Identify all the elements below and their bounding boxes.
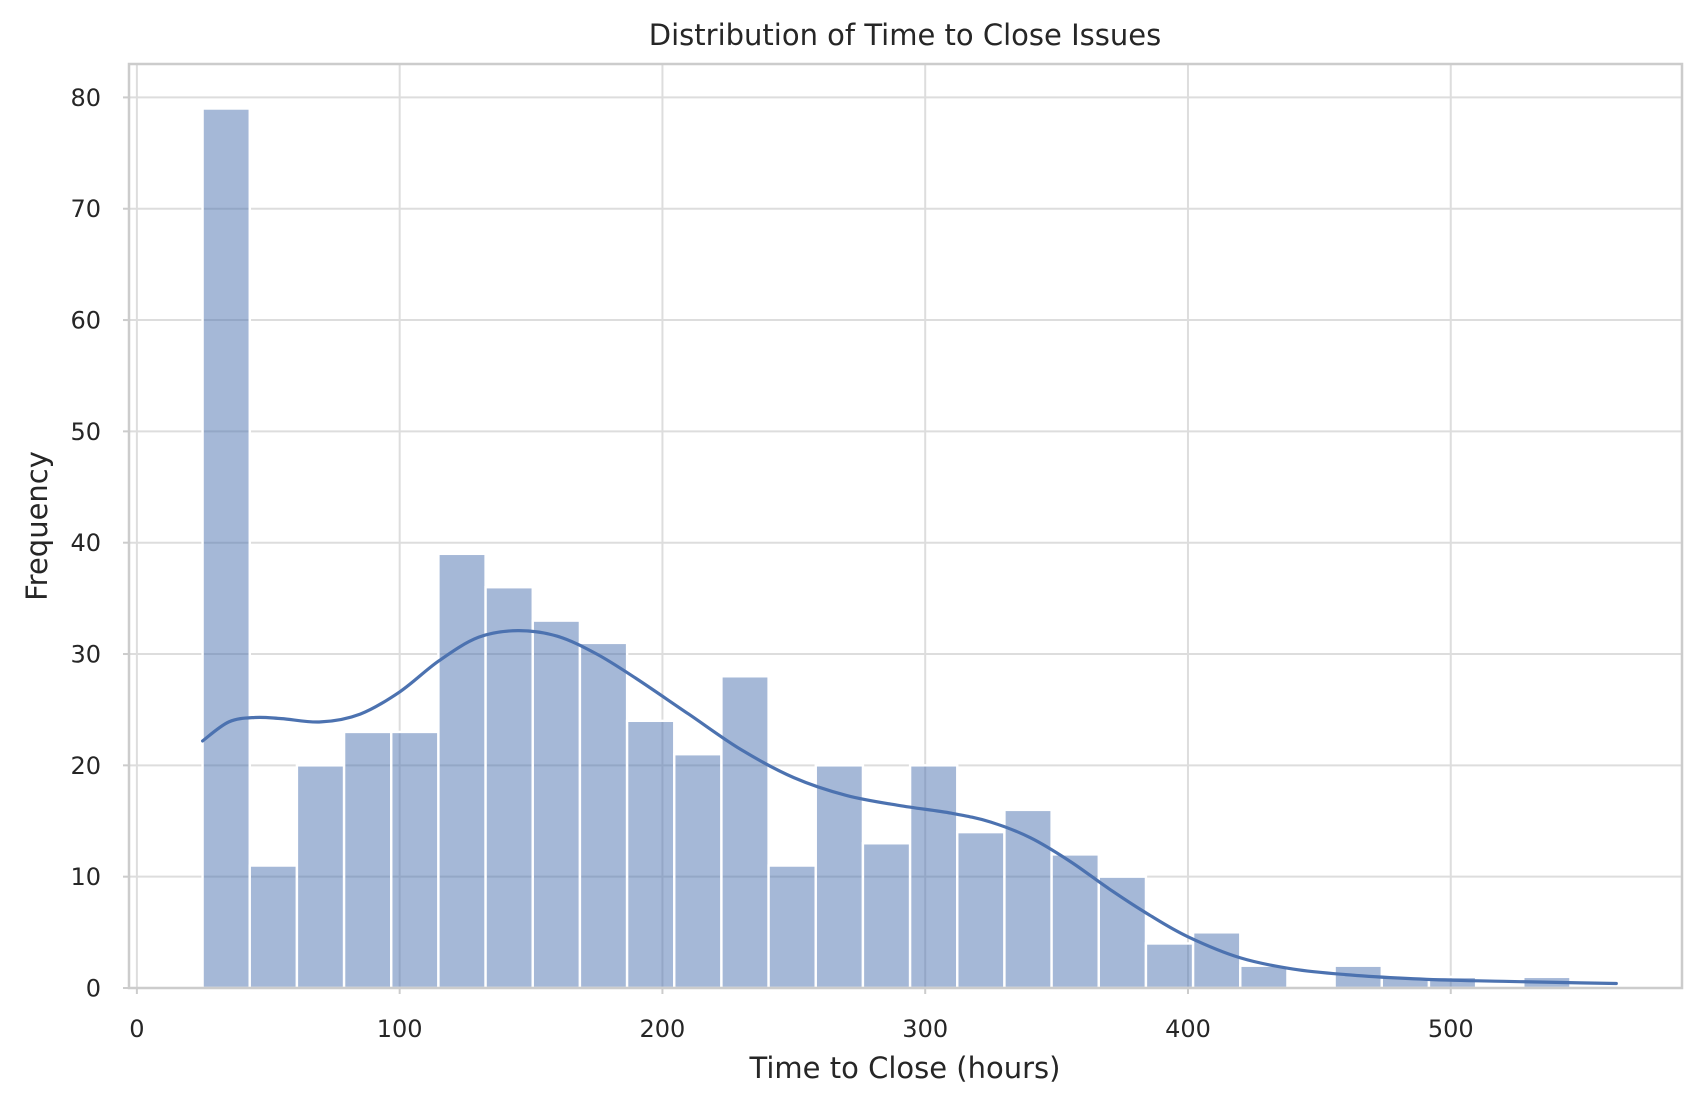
histogram-bar [248, 864, 299, 990]
y-tick-label: 40 [70, 529, 101, 557]
histogram-bar [1050, 853, 1100, 990]
histogram-bar [1003, 808, 1053, 990]
y-tick-label: 10 [70, 863, 101, 891]
x-axis-ticks: 0 100 200 300 400 500 [129, 988, 1474, 1043]
histogram-bar [956, 830, 1006, 990]
histogram-bar [720, 675, 770, 990]
histogram-bar [673, 753, 723, 990]
y-axis-title: Frequency [20, 451, 54, 601]
y-tick-label: 70 [70, 195, 101, 223]
histogram-bar [201, 107, 251, 990]
x-tick-label: 100 [377, 1015, 423, 1043]
histogram-bars [201, 107, 1572, 990]
histogram-bar [578, 641, 629, 990]
x-tick-label: 300 [902, 1015, 948, 1043]
plot-frame [127, 62, 1684, 990]
histogram-bar [1144, 942, 1195, 990]
histogram-bar [484, 586, 534, 990]
histogram-bar [908, 764, 959, 990]
kde-curve [201, 628, 1618, 986]
x-axis-title: Time to Close (hours) [749, 1051, 1061, 1085]
x-tick-label: 500 [1428, 1015, 1474, 1043]
x-tick-label: 200 [640, 1015, 686, 1043]
chart-title: Distribution of Time to Close Issues [649, 18, 1161, 52]
x-tick-label: 0 [129, 1015, 144, 1043]
histogram-bar [295, 764, 346, 990]
histogram-bar [437, 552, 487, 990]
y-tick-label: 20 [70, 752, 101, 780]
y-tick-label: 50 [70, 418, 101, 446]
y-tick-label: 30 [70, 641, 101, 669]
y-tick-label: 0 [86, 975, 101, 1003]
histogram-bar [767, 864, 817, 990]
histogram-bar [1239, 964, 1289, 990]
histogram-bar [342, 730, 393, 990]
histogram-bar [531, 619, 582, 990]
histogram-bar [1097, 875, 1148, 990]
x-tick-label: 400 [1165, 1015, 1211, 1043]
y-tick-label: 80 [70, 84, 101, 112]
histogram-bar [861, 842, 912, 990]
histogram-bar [625, 719, 676, 990]
histogram-bar [390, 730, 440, 990]
y-axis-ticks: 0 10 20 30 40 50 60 70 80 [70, 84, 129, 1003]
y-tick-label: 60 [70, 307, 101, 335]
